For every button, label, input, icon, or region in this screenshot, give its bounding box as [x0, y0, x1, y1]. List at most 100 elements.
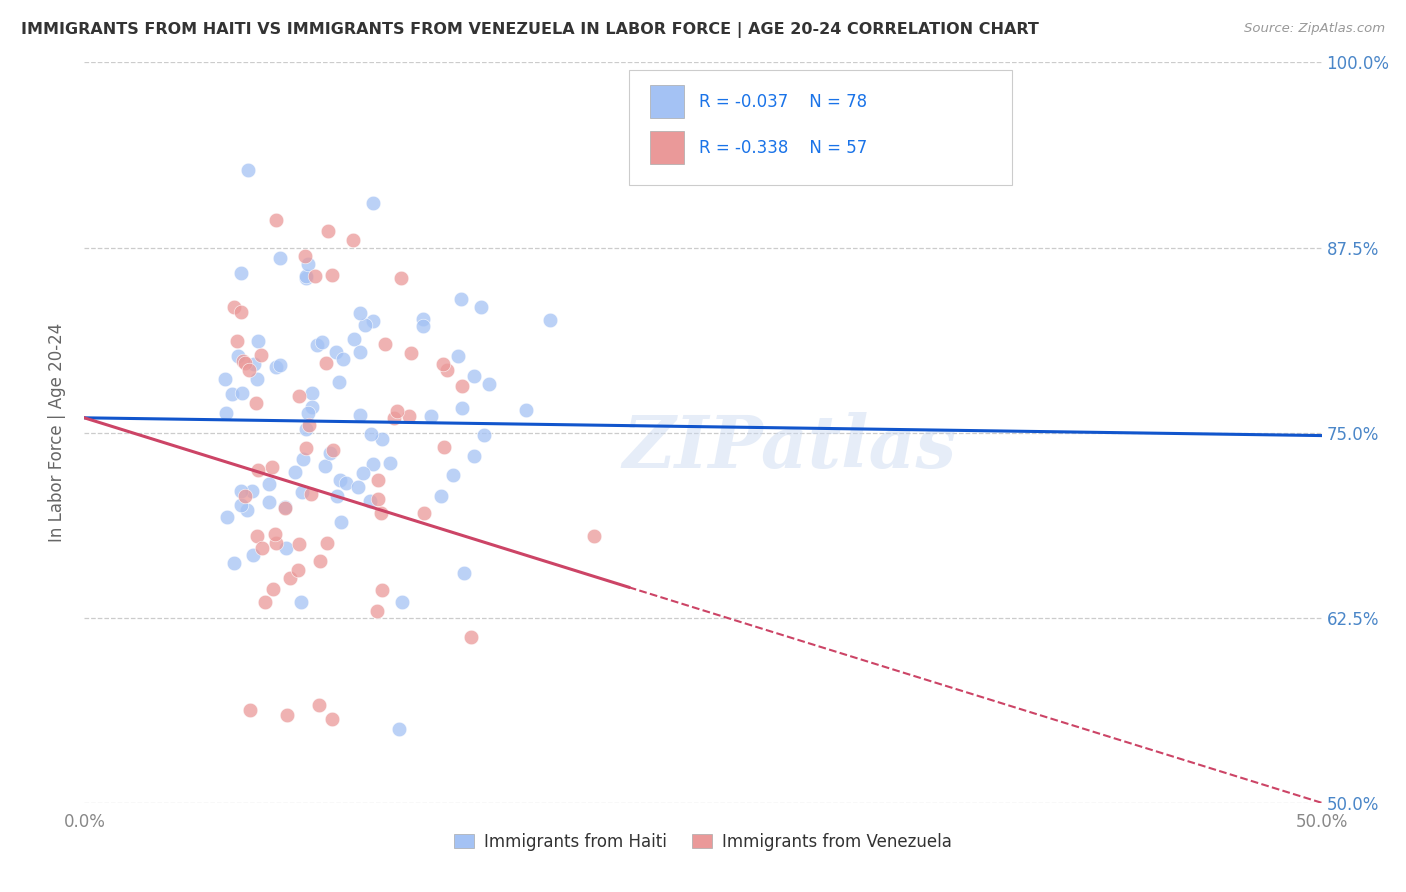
Point	[311, 334, 333, 349]
FancyBboxPatch shape	[628, 70, 1012, 185]
Point	[441, 467, 464, 482]
Point	[343, 332, 366, 346]
Point	[236, 503, 259, 517]
Point	[278, 571, 301, 585]
Point	[309, 554, 332, 568]
Point	[329, 515, 352, 529]
Bar	[650, 85, 685, 119]
Point	[582, 529, 605, 543]
Point	[451, 401, 474, 415]
Point	[307, 338, 329, 352]
Point	[249, 348, 271, 362]
Point	[360, 426, 382, 441]
Point	[238, 363, 260, 377]
Point	[297, 406, 319, 420]
Point	[389, 270, 412, 285]
Point	[447, 349, 470, 363]
Point	[316, 224, 339, 238]
Point	[246, 529, 269, 543]
Point	[273, 501, 295, 516]
Point	[262, 582, 284, 596]
Point	[215, 406, 238, 420]
Point	[349, 408, 371, 422]
Point	[322, 442, 344, 457]
Point	[257, 495, 280, 509]
Point	[301, 400, 323, 414]
Point	[269, 358, 291, 372]
Point	[399, 345, 422, 359]
Point	[478, 376, 501, 391]
Point	[342, 233, 364, 247]
Point	[226, 334, 249, 348]
Point	[260, 459, 283, 474]
Point	[374, 337, 396, 351]
Point	[412, 319, 434, 334]
Point	[538, 313, 561, 327]
Point	[308, 698, 330, 712]
Point	[252, 541, 274, 556]
Point	[221, 387, 243, 401]
Point	[470, 300, 492, 314]
Point	[325, 344, 347, 359]
Point	[367, 473, 389, 487]
Point	[412, 312, 434, 326]
Point	[242, 548, 264, 562]
Text: ZIPatlas: ZIPatlas	[623, 412, 956, 483]
Point	[288, 389, 311, 403]
Point	[222, 300, 245, 314]
Y-axis label: In Labor Force | Age 20-24: In Labor Force | Age 20-24	[48, 323, 66, 542]
Text: R = -0.338    N = 57: R = -0.338 N = 57	[699, 138, 868, 157]
Point	[284, 465, 307, 479]
Point	[460, 630, 482, 644]
Point	[315, 356, 337, 370]
Point	[319, 446, 342, 460]
Legend: Immigrants from Haiti, Immigrants from Venezuela: Immigrants from Haiti, Immigrants from V…	[447, 826, 959, 857]
Point	[247, 334, 270, 348]
Point	[363, 313, 385, 327]
Point	[354, 318, 377, 332]
Point	[430, 489, 453, 503]
Point	[321, 712, 343, 726]
Point	[361, 196, 384, 211]
Point	[233, 355, 256, 369]
Bar	[650, 131, 685, 164]
Point	[295, 441, 318, 455]
Point	[269, 251, 291, 265]
Text: IMMIGRANTS FROM HAITI VS IMMIGRANTS FROM VENEZUELA IN LABOR FORCE | AGE 20-24 CO: IMMIGRANTS FROM HAITI VS IMMIGRANTS FROM…	[21, 22, 1039, 38]
Point	[382, 410, 405, 425]
Point	[299, 487, 322, 501]
Point	[233, 489, 256, 503]
Point	[231, 386, 253, 401]
Point	[352, 466, 374, 480]
Point	[361, 457, 384, 471]
Point	[214, 372, 236, 386]
Point	[463, 369, 485, 384]
Point	[297, 257, 319, 271]
Point	[315, 535, 337, 549]
Point	[294, 269, 316, 284]
Point	[314, 459, 336, 474]
Point	[349, 306, 371, 320]
Point	[243, 357, 266, 371]
Point	[328, 375, 350, 389]
Point	[254, 595, 277, 609]
Point	[217, 510, 239, 524]
Point	[329, 473, 352, 487]
Point	[294, 249, 316, 263]
Point	[276, 541, 298, 555]
Point	[228, 349, 250, 363]
Point	[453, 566, 475, 580]
Point	[266, 535, 288, 549]
Point	[451, 379, 474, 393]
Point	[332, 352, 354, 367]
Point	[367, 492, 389, 507]
Point	[274, 500, 297, 514]
Point	[371, 582, 394, 597]
Point	[335, 476, 357, 491]
Point	[247, 463, 270, 477]
Point	[412, 507, 434, 521]
Point	[257, 477, 280, 491]
Point	[291, 484, 314, 499]
Point	[246, 372, 269, 386]
Point	[366, 604, 388, 618]
